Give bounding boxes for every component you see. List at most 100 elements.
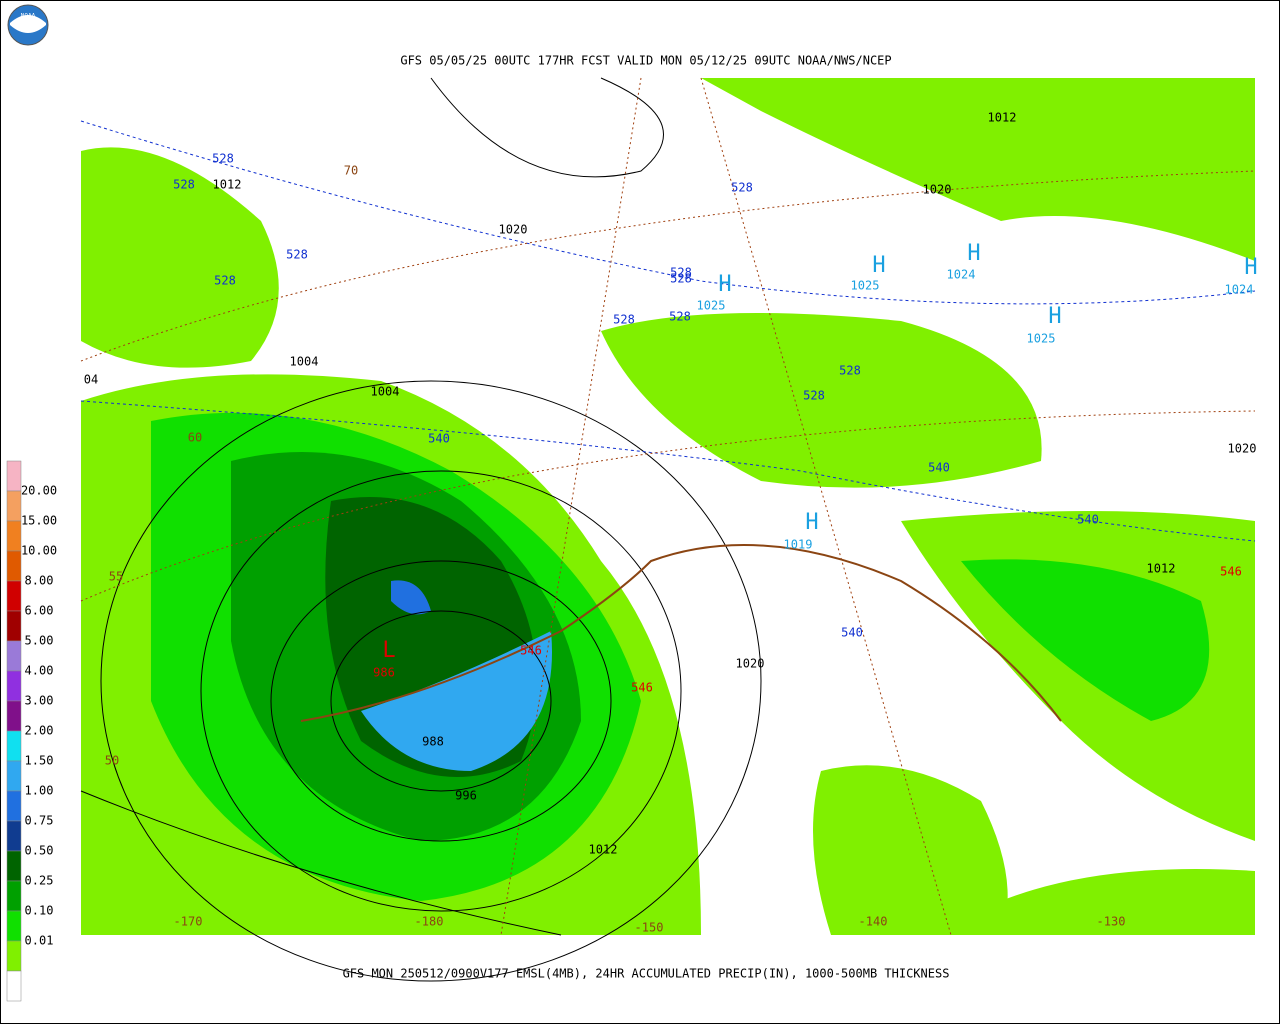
legend-label: 20.00 — [21, 484, 57, 498]
high-marker: H — [1048, 304, 1061, 329]
legend-label: 5.00 — [25, 634, 54, 648]
isobar-label: 04 — [84, 373, 98, 387]
legend-swatch — [6, 490, 22, 522]
grid-label: 60 — [188, 431, 202, 445]
grid-label: -180 — [415, 915, 444, 929]
legend-swatch — [6, 910, 22, 942]
thickness-label: 528 — [670, 272, 692, 286]
isobar-label: 1020 — [1228, 442, 1257, 456]
thickness-label: 528 — [173, 178, 195, 192]
legend-label: 6.00 — [25, 604, 54, 618]
isobar-label: 1012 — [1147, 562, 1176, 576]
isobar-label: 1020 — [736, 657, 765, 671]
legend-swatch — [6, 700, 22, 732]
grid-label: -170 — [174, 915, 203, 929]
thickness-label: 540 — [841, 626, 863, 640]
legend-swatch — [6, 670, 22, 702]
legend-label: 8.00 — [25, 574, 54, 588]
high-pressure: 1019 — [784, 538, 813, 552]
thickness-label: 528 — [803, 389, 825, 403]
thickness-label: 528 — [669, 310, 691, 324]
high-marker: H — [805, 510, 818, 535]
isobar-label: 1020 — [499, 223, 528, 237]
thickness-label: 528 — [731, 181, 753, 195]
grid-label: -150 — [635, 921, 664, 935]
title: GFS 05/05/25 00UTC 177HR FCST VALID MON … — [400, 54, 891, 68]
high-marker: H — [718, 272, 731, 297]
legend-label: 0.10 — [25, 904, 54, 918]
low-label: 546 — [1220, 565, 1242, 579]
thickness-label: 528 — [214, 274, 236, 288]
legend-label: 4.00 — [25, 664, 54, 678]
legend-label: 1.50 — [25, 754, 54, 768]
isobar-label: 996 — [455, 789, 477, 803]
precip-fields — [81, 78, 1255, 935]
thickness-lines — [80, 120, 1256, 542]
low-label: 546 — [520, 644, 542, 658]
legend-label: 3.00 — [25, 694, 54, 708]
grid-label: 55 — [109, 570, 123, 584]
isobars — [80, 77, 762, 982]
legend-label: 0.75 — [25, 814, 54, 828]
thickness-label: 528 — [613, 313, 635, 327]
legend-label: 0.25 — [25, 874, 54, 888]
legend: 20.00 15.00 10.00 8.00 6.00 5.00 4.00 3.00 2.00 1… — [6, 460, 57, 1002]
thickness-label: 540 — [928, 461, 950, 475]
isobar-label: 1004 — [371, 385, 400, 399]
legend-swatch — [6, 850, 22, 882]
thickness-label: 540 — [428, 432, 450, 446]
legend-swatch — [6, 820, 22, 852]
grid-label: -140 — [859, 915, 888, 929]
isobar-label: 1004 — [290, 355, 319, 369]
legend-label: 0.01 — [25, 934, 54, 948]
grid-label: -130 — [1097, 915, 1126, 929]
legend-label: 1.00 — [25, 784, 54, 798]
high-pressure: 1025 — [851, 279, 880, 293]
legend-swatch — [6, 550, 22, 582]
legend-swatch — [6, 460, 22, 492]
high-marker: H — [872, 253, 885, 278]
legend-swatch — [6, 760, 22, 792]
thickness-label: 540 — [1077, 513, 1099, 527]
grid-label: 70 — [344, 164, 358, 178]
legend-label: 0.50 — [25, 844, 54, 858]
high-pressure: 1025 — [1027, 332, 1056, 346]
legend-swatch — [6, 970, 22, 1002]
legend-label: 15.00 — [21, 514, 57, 528]
legend-swatch — [6, 940, 22, 972]
isobar-label: 1012 — [589, 843, 618, 857]
isobar-label: 988 — [422, 735, 444, 749]
low-label: 986 — [373, 666, 395, 680]
high-pressure: 1024 — [1225, 283, 1254, 297]
thickness-label: 528 — [670, 266, 692, 280]
high-pressure: 1024 — [947, 268, 976, 282]
graticule — [80, 77, 1256, 936]
thickness-label: 528 — [212, 152, 234, 166]
low-label: L — [382, 638, 395, 663]
low-label: 546 — [631, 681, 653, 695]
legend-swatch — [6, 580, 22, 612]
high-marker: H — [1244, 255, 1257, 280]
legend-swatch — [6, 880, 22, 912]
grid-label: 50 — [105, 754, 119, 768]
map-labels: 1012 1020 1004 1004 04 988 996 1012 1020 1012 1020… — [84, 111, 1258, 935]
logo: NOAA — [7, 4, 49, 46]
legend-swatch — [6, 790, 22, 822]
thickness-label: 528 — [839, 364, 861, 378]
legend-swatch — [6, 730, 22, 762]
high-marker: H — [967, 241, 980, 266]
legend-label: 10.00 — [21, 544, 57, 558]
legend-label: 2.00 — [25, 724, 54, 738]
logo-text: NOAA — [21, 13, 36, 20]
isobar-label: 1012 — [988, 111, 1017, 125]
legend-swatch — [6, 520, 22, 552]
legend-swatch — [6, 610, 22, 642]
isobar-label: 1020 — [923, 183, 952, 197]
coastline — [300, 544, 1062, 722]
legend-swatch — [6, 640, 22, 672]
isobar-label: 1012 — [213, 178, 242, 192]
high-pressure: 1025 — [697, 299, 726, 313]
footer-caption: GFS MON 250512/0900V177 EMSL(4MB), 24HR … — [343, 967, 950, 981]
